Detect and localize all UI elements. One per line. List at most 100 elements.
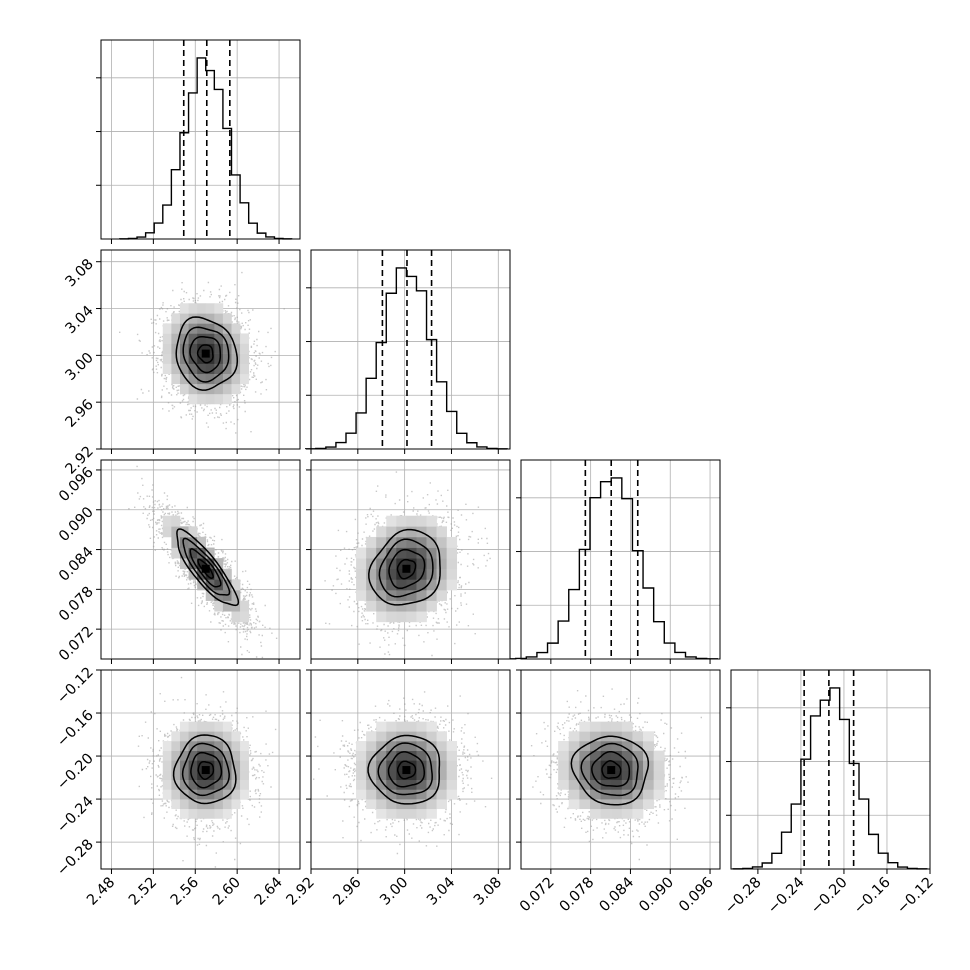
density-cell <box>214 333 224 344</box>
density-cell <box>188 333 198 344</box>
density-cell <box>406 760 417 771</box>
density-cell <box>416 515 427 527</box>
density-cell <box>643 740 654 751</box>
density-cell <box>396 547 407 559</box>
density-cell <box>396 600 407 612</box>
y-tick-label: 0.084 <box>56 544 97 585</box>
y-tick-label: −0.12 <box>54 665 97 708</box>
density-cell <box>188 721 198 732</box>
density-cell <box>436 779 447 790</box>
density-cell <box>179 313 189 324</box>
density-cell <box>214 779 224 790</box>
x-tick-label: −0.20 <box>808 875 851 918</box>
density-cell <box>179 547 189 559</box>
density-cell <box>386 770 397 781</box>
density-cell <box>205 731 215 742</box>
density-cell <box>188 760 198 771</box>
density-cell <box>171 799 181 810</box>
density-cell <box>446 740 458 751</box>
density-cell <box>426 799 437 810</box>
density-cell <box>376 568 387 580</box>
x-tick-label: 2.92 <box>284 875 318 909</box>
density-cell <box>231 760 241 771</box>
density-cell <box>376 590 387 601</box>
density-cell <box>162 343 172 354</box>
density-cell <box>426 779 437 790</box>
density-cell <box>222 393 232 405</box>
density-cell <box>376 770 387 781</box>
density-cell <box>205 333 215 344</box>
density-cell <box>214 313 224 324</box>
density-cell <box>222 333 232 344</box>
density-cell <box>376 760 387 771</box>
density-cell <box>188 547 198 559</box>
density-cell <box>171 323 181 334</box>
density-cell <box>416 590 427 601</box>
contour-line <box>189 548 222 588</box>
panel-frame <box>310 669 511 870</box>
x-tick-label: 3.04 <box>424 875 458 909</box>
contour-line <box>190 751 223 789</box>
density-cell <box>162 526 172 538</box>
density-cell <box>436 558 447 570</box>
density-cell <box>222 750 232 761</box>
panel-background <box>731 670 930 869</box>
density-cell <box>621 760 633 771</box>
density-cell <box>231 333 241 344</box>
density-cell <box>436 568 447 580</box>
density-cell <box>197 536 207 548</box>
density-cell <box>446 568 458 580</box>
density-cell <box>197 373 207 385</box>
density-cell <box>416 547 427 559</box>
density-cell <box>416 611 427 623</box>
contour-line <box>175 316 239 391</box>
density-cell <box>197 323 207 334</box>
density-cell <box>162 353 172 364</box>
density-cell <box>197 721 207 732</box>
density-cell <box>171 750 181 761</box>
histogram-line <box>119 57 293 240</box>
density-cell <box>632 779 644 790</box>
density-cell <box>231 799 241 810</box>
density-blocks <box>356 515 458 623</box>
density-cell <box>376 536 387 548</box>
density-cell <box>205 393 215 405</box>
density-cell <box>386 721 397 732</box>
density-cell <box>406 600 417 612</box>
density-cell <box>386 799 397 810</box>
panel-background <box>521 460 720 659</box>
density-cell <box>416 731 427 742</box>
density-cell <box>376 547 387 559</box>
x-tick-label: 3.00 <box>377 875 411 909</box>
density-cell <box>416 799 427 810</box>
density-cell <box>386 600 397 612</box>
density-cell <box>366 799 377 810</box>
density-cell <box>611 740 623 751</box>
density-cell <box>406 590 417 601</box>
density-cell <box>446 547 458 559</box>
density-cell <box>386 808 397 819</box>
x-tick-label: 0.096 <box>676 875 717 916</box>
density-cell <box>386 760 397 771</box>
density-cell <box>406 750 417 761</box>
panel-content <box>311 670 510 869</box>
y-tick-label: 2.96 <box>63 397 97 431</box>
density-cell <box>356 760 367 771</box>
density-cell <box>214 393 224 405</box>
density-cell <box>214 558 224 570</box>
density-cell <box>426 808 437 819</box>
density-cell <box>197 779 207 790</box>
density-cell <box>396 611 407 623</box>
density-cell <box>611 770 623 781</box>
density-cell <box>426 558 437 570</box>
contour-line <box>197 760 215 780</box>
density-cell <box>222 600 232 612</box>
density-cell <box>205 313 215 324</box>
density-cell <box>426 568 437 580</box>
density-cell <box>231 611 241 623</box>
density-cell <box>376 721 387 732</box>
density-cell <box>579 760 591 771</box>
density-cell <box>205 579 215 591</box>
density-cell <box>632 808 644 819</box>
